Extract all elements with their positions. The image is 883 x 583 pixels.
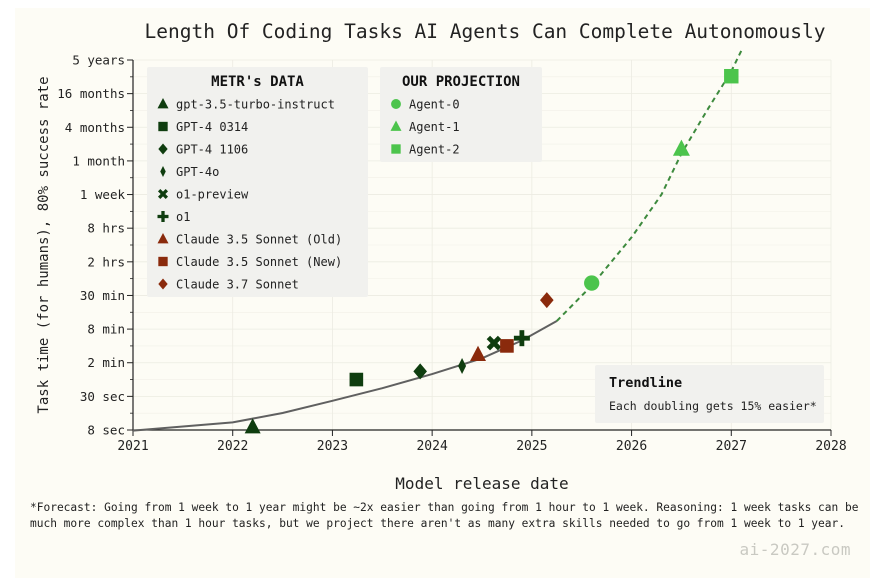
legend-metr-entry-label: Claude 3.7 Sonnet xyxy=(176,278,299,292)
legend-projection-entry-label: Agent-0 xyxy=(409,98,460,112)
y-tick-label: 30 min xyxy=(80,288,125,303)
axes: 8 sec 30 sec 2 min 8 min 30 min 2 hrs 8 hrs 1 w… xyxy=(57,53,846,455)
x-tick-label: 2025 xyxy=(516,439,547,454)
y-tick-label: 1 week xyxy=(80,187,126,202)
legends: METR's DATA gpt-3.5-turbo-instruct GPT-4 0… xyxy=(147,67,824,423)
point-o1-preview xyxy=(486,335,502,351)
y-tick-label: 8 hrs xyxy=(87,221,125,236)
legend-projection-title: OUR PROJECTION xyxy=(402,74,520,90)
chart-title: Length Of Coding Tasks AI Agents Can Com… xyxy=(145,20,826,43)
y-tick-label: 8 sec xyxy=(87,423,125,438)
legend-metr-marker xyxy=(158,278,168,290)
legend-metr-marker xyxy=(158,121,168,132)
point-o1-preview-stroke xyxy=(486,335,502,351)
legend-projection-box xyxy=(380,67,542,162)
x-tick-label: 2022 xyxy=(217,439,248,454)
x-tick-label: 2027 xyxy=(716,439,747,454)
point-gpt-4-0314 xyxy=(349,372,364,387)
data-points xyxy=(244,68,739,434)
legend-metr-entry-label: GPT-4 0314 xyxy=(176,120,248,134)
y-tick-label: 2 min xyxy=(87,355,125,370)
y-tick-label: 2 hrs xyxy=(87,254,125,269)
trendline-box-text: Each doubling gets 15% easier* xyxy=(609,399,817,413)
legend-metr-marker xyxy=(157,97,169,109)
footnote: *Forecast: Going from 1 week to 1 year m… xyxy=(30,501,859,530)
y-tick-label: 30 sec xyxy=(80,389,125,404)
legend-projection-marker xyxy=(391,99,401,109)
trendline-box-title: Trendline xyxy=(609,375,682,391)
point-agent-0 xyxy=(584,275,600,291)
legend-metr-marker-stroke xyxy=(157,188,169,200)
legend-metr-marker xyxy=(160,166,166,177)
x-axis-label: Model release date xyxy=(395,474,568,493)
legend-metr-marker xyxy=(157,232,169,244)
y-tick-label: 8 min xyxy=(87,322,125,337)
legend-metr-entry-label: GPT-4 1106 xyxy=(176,143,248,157)
legend-metr-marker xyxy=(158,256,168,267)
legend-metr-entry-label: o1-preview xyxy=(176,188,249,202)
point-gpt-4-1106 xyxy=(413,363,427,380)
point-gpt-3-5-turbo-instruct xyxy=(244,418,261,434)
point-claude-3-5-sonnet-old xyxy=(470,345,487,361)
legend-metr-box xyxy=(147,67,368,297)
legend-metr-entry-label: GPT-4o xyxy=(176,165,219,179)
legend-projection-marker xyxy=(390,120,402,131)
watermark: ai-2027.com xyxy=(739,540,851,559)
legend-projection-marker xyxy=(391,144,401,154)
legend-metr-marker xyxy=(158,143,168,155)
x-tick-label: 2024 xyxy=(416,439,447,454)
y-axis-label: Task time (for humans), 80% success rate xyxy=(36,76,52,413)
point-agent-2 xyxy=(724,68,739,84)
point-gpt-4o xyxy=(458,357,467,374)
legend-metr-entry-label: gpt-3.5-turbo-instruct xyxy=(176,98,335,112)
legend-metr-entry-label: Claude 3.5 Sonnet (New) xyxy=(176,255,342,269)
point-o1 xyxy=(513,330,530,347)
y-tick-label: 4 months xyxy=(65,120,125,135)
legend-metr-marker xyxy=(157,188,169,200)
legend-projection-entry-label: Agent-2 xyxy=(409,143,460,157)
point-claude-3-7-sonnet xyxy=(540,292,554,309)
legend-metr-marker xyxy=(157,211,169,222)
y-tick-label: 5 years xyxy=(72,53,125,68)
x-tick-label: 2023 xyxy=(317,439,348,454)
y-tick-label: 16 months xyxy=(57,86,125,101)
x-tick-label: 2021 xyxy=(117,439,148,454)
point-agent-1 xyxy=(672,139,690,156)
x-tick-label: 2026 xyxy=(616,439,647,454)
y-tick-label: 1 month xyxy=(72,153,125,168)
legend-metr-entry-label: o1 xyxy=(176,210,190,224)
x-tick-label: 2028 xyxy=(815,439,846,454)
point-claude-3-5-sonnet-new xyxy=(500,339,514,353)
legend-metr-title: METR's DATA xyxy=(211,74,304,90)
legend-projection-entry-label: Agent-1 xyxy=(409,120,460,134)
legend-metr-entry-label: Claude 3.5 Sonnet (Old) xyxy=(176,233,342,247)
trendline-box xyxy=(595,365,824,423)
